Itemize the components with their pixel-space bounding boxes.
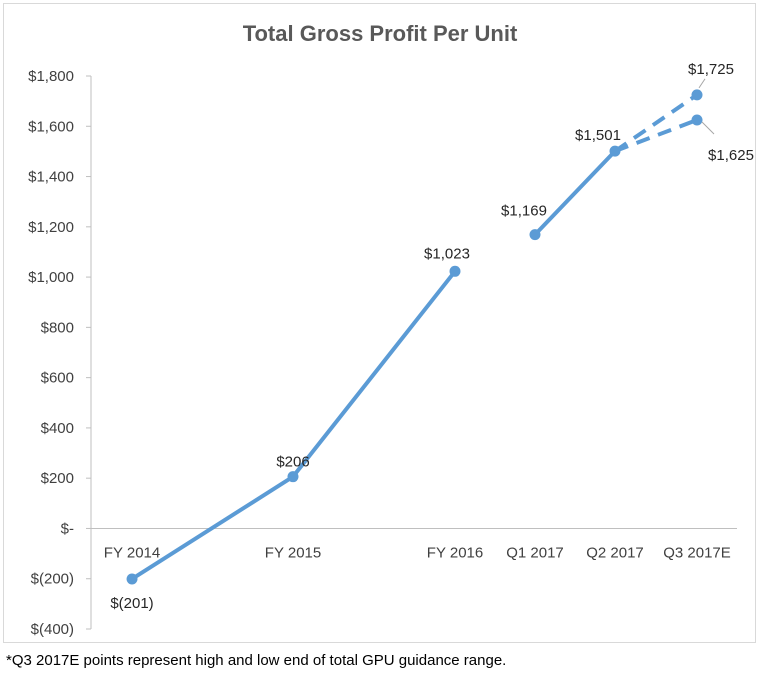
data-point-marker	[609, 145, 621, 157]
y-tick-label: $-	[61, 520, 74, 537]
chart-frame: Total Gross Profit Per Unit $(400) $(200) $…	[3, 3, 756, 643]
x-tick-label: Q3 2017E	[663, 544, 731, 561]
y-tick-label: $(400)	[31, 621, 74, 638]
y-tick-label: $1,200	[28, 219, 74, 236]
y-tick-label: $1,800	[28, 68, 74, 85]
y-tick-label: $800	[41, 319, 74, 336]
data-label: $(201)	[110, 595, 153, 612]
data-label: $1,023	[424, 245, 470, 262]
data-label: $206	[276, 454, 309, 471]
data-label: $1,625	[708, 147, 754, 164]
series-line-3	[614, 118, 698, 154]
chart-title: Total Gross Profit Per Unit	[243, 21, 518, 46]
y-tick-label: $1,000	[28, 269, 74, 286]
data-label: $1,501	[575, 127, 621, 144]
data-label: $1,169	[501, 203, 547, 220]
data-point-marker	[529, 229, 541, 241]
x-tick-label: FY 2016	[427, 544, 483, 561]
series-line-2	[613, 93, 699, 153]
series-line-1	[533, 149, 617, 237]
data-point-marker	[691, 89, 703, 101]
y-tick-label: $(200)	[31, 571, 74, 588]
y-tick-label: $400	[41, 420, 74, 437]
data-label: $1,725	[688, 61, 734, 78]
x-tick-label: FY 2015	[265, 544, 321, 561]
x-tick-label: FY 2014	[104, 544, 160, 561]
data-point-marker	[126, 573, 138, 585]
leader-line	[698, 78, 706, 89]
data-point-marker	[691, 114, 703, 126]
x-tick-label: Q1 2017	[506, 544, 564, 561]
y-tick-label: $600	[41, 370, 74, 387]
data-point-marker	[287, 471, 299, 483]
series-line-0	[130, 269, 457, 581]
footnote: *Q3 2017E points represent high and low …	[6, 652, 507, 669]
y-tick-label: $200	[41, 470, 74, 487]
data-point-marker	[449, 265, 461, 277]
x-tick-label: Q2 2017	[586, 544, 644, 561]
y-tick-label: $1,400	[28, 169, 74, 186]
y-tick-label: $1,600	[28, 118, 74, 135]
chart-svg: Total Gross Profit Per Unit $(400) $(200) $…	[28, 21, 754, 638]
leader-line	[701, 121, 715, 135]
